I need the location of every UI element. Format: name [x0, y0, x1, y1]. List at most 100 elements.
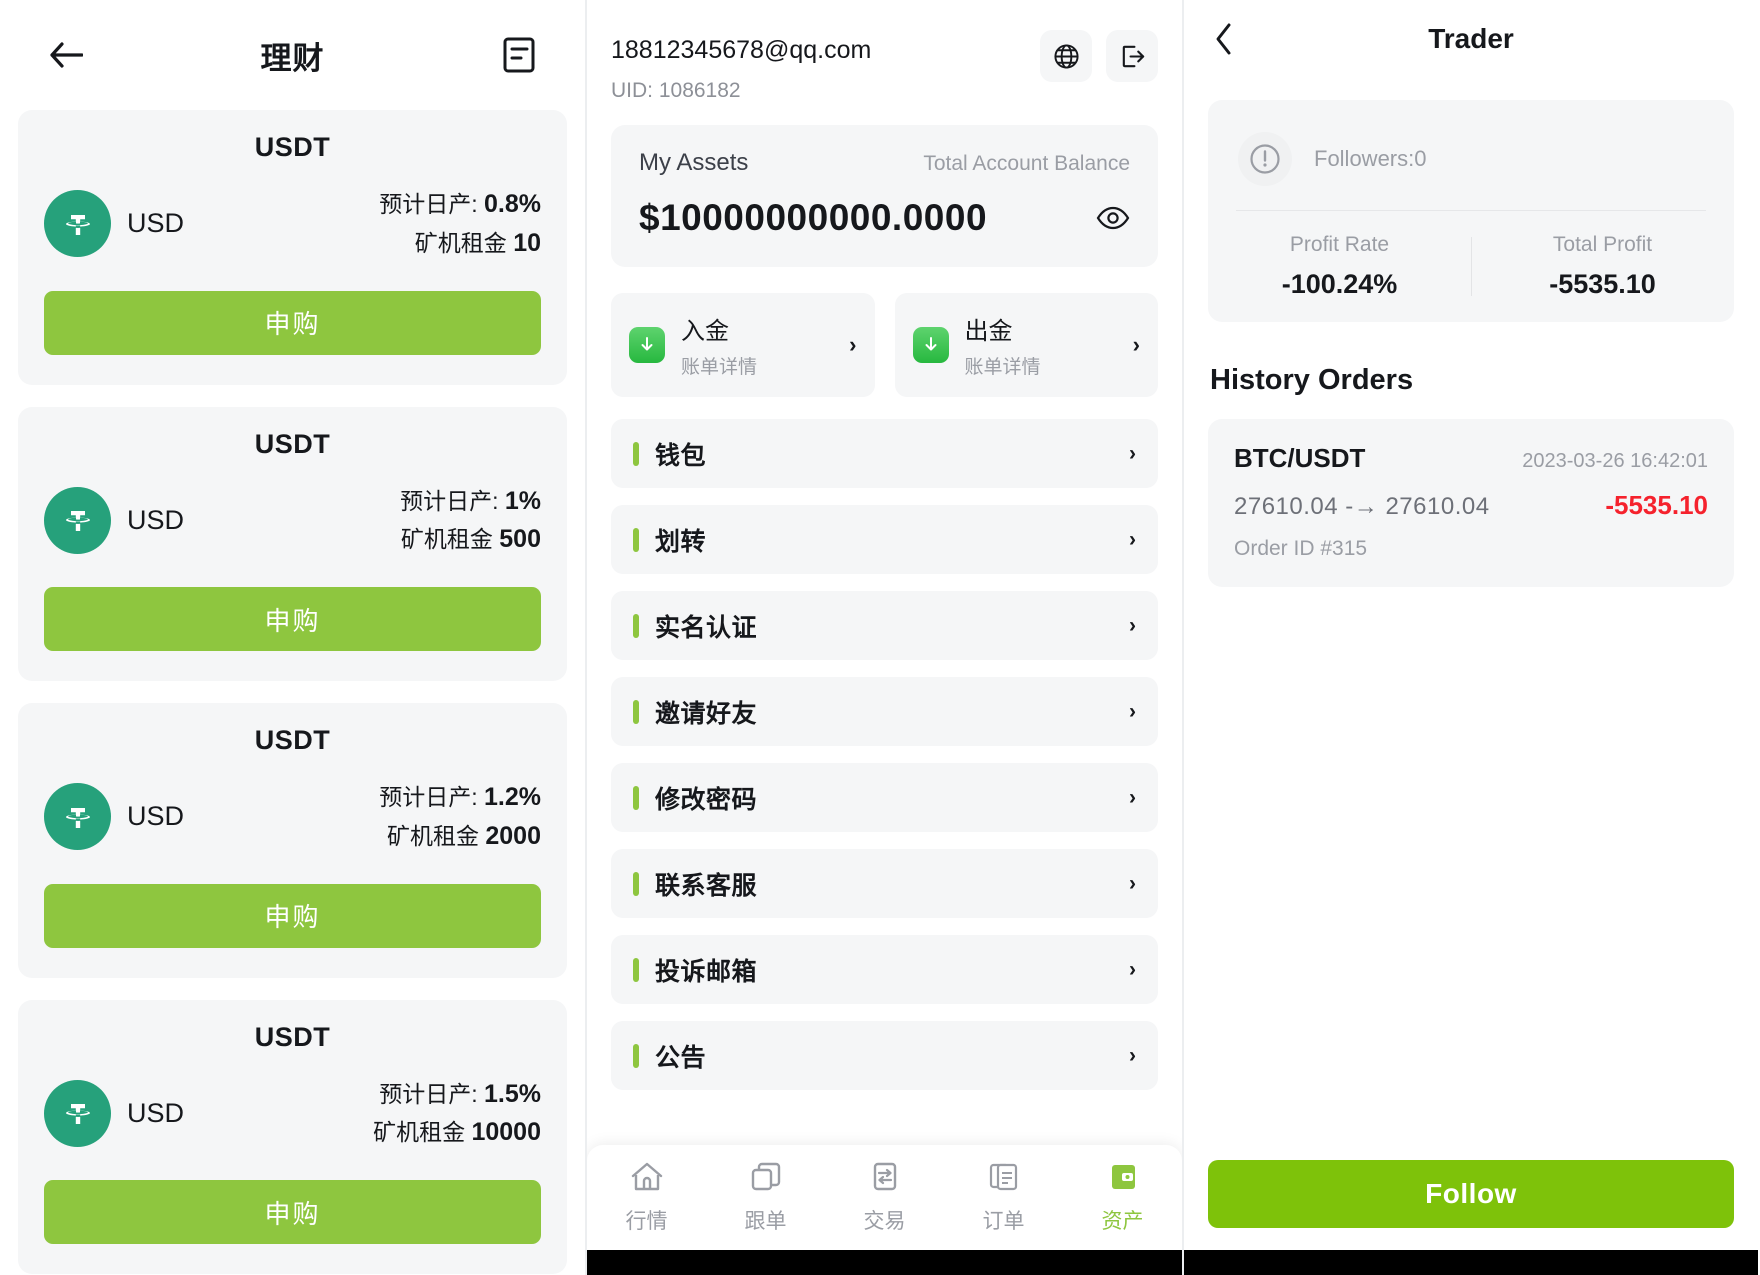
tab-copytrade[interactable]: 跟单 [706, 1161, 825, 1235]
globe-icon[interactable] [1040, 30, 1092, 82]
tether-icon [44, 486, 111, 554]
rent-value: 10000 [471, 1118, 541, 1147]
menu-item-change-password[interactable]: 修改密码 › [611, 763, 1158, 832]
order-time: 2023-03-26 16:42:01 [1522, 450, 1708, 472]
chevron-right-icon: › [1129, 699, 1136, 723]
product-meta: 预计日产: 0.8% 矿机租金 10 [379, 185, 541, 263]
menu-item-complaint-email[interactable]: 投诉邮箱 › [611, 935, 1158, 1004]
coin-symbol: USD [127, 801, 185, 832]
order-close-price: 27610.04 [1385, 493, 1490, 520]
tab-assets[interactable]: 资产 [1063, 1161, 1182, 1235]
menu-item-label: 公告 [655, 1043, 707, 1072]
deposit-card[interactable]: 入金 账单详情 › [611, 293, 875, 397]
my-assets-label: My Assets [639, 149, 749, 176]
stat-label: Total Profit [1552, 233, 1653, 256]
tab-label: 交易 [863, 1209, 906, 1233]
stat-value: -5535.10 [1549, 269, 1656, 299]
stat-profit-rate: Profit Rate -100.24% [1208, 233, 1471, 300]
product-card: USDT USD 预计日产: 1.2% 矿机租金 2000 申购 [18, 703, 567, 978]
chevron-left-icon[interactable] [1214, 19, 1250, 59]
accent-bar [633, 613, 639, 638]
accent-bar [633, 441, 639, 466]
rate-value: 1.5% [484, 1079, 541, 1108]
trader-header: Trader [1184, 0, 1758, 78]
menu-item-label: 划转 [655, 527, 707, 556]
product-title: USDT [254, 725, 331, 755]
coin-symbol: USD [127, 208, 185, 239]
page-title: Trader [1428, 23, 1514, 54]
chevron-right-icon: › [1129, 441, 1136, 465]
tab-orders[interactable]: 订单 [944, 1161, 1063, 1235]
coin-symbol: USD [127, 1097, 185, 1128]
product-meta: 预计日产: 1.2% 矿机租金 2000 [379, 778, 541, 856]
product-title: USDT [254, 1021, 331, 1052]
logout-icon[interactable] [1106, 30, 1158, 82]
rate-label: 预计日产: [400, 487, 499, 514]
record-list-icon[interactable] [499, 34, 539, 76]
followers-count: Followers:0 [1314, 146, 1427, 171]
product-title: USDT [254, 132, 331, 162]
orders-icon [987, 1161, 1021, 1198]
menu-item-label: 邀请好友 [655, 699, 758, 728]
tab-label: 资产 [1101, 1209, 1144, 1233]
history-orders-title: History Orders [1210, 364, 1414, 396]
arrow-left-icon[interactable] [46, 35, 86, 75]
deposit-title: 入金 [681, 318, 729, 345]
subscribe-button[interactable]: 申购 [44, 1180, 541, 1244]
rate-label: 预计日产: [379, 1080, 478, 1107]
rent-value: 2000 [485, 821, 541, 850]
withdraw-card[interactable]: 出金 账单详情 › [894, 293, 1158, 397]
system-bottom-bar [1184, 1250, 1758, 1275]
rent-value: 500 [499, 525, 541, 554]
subscribe-button[interactable]: 申购 [44, 290, 541, 355]
tab-trade[interactable]: 交易 [825, 1161, 944, 1235]
product-card: USDT USD 预计日产: 1% 矿机租金 500 申购 [18, 406, 567, 681]
subscribe-button[interactable]: 申购 [44, 883, 541, 948]
withdraw-sub: 账单详情 [964, 357, 1041, 378]
menu-item-label: 联系客服 [655, 871, 758, 900]
menu-item-invite[interactable]: 邀请好友 › [611, 677, 1158, 746]
balance-amount: $10000000000.0000 [639, 197, 988, 238]
rate-value: 0.8% [484, 190, 541, 218]
menu-item-label: 实名认证 [655, 613, 758, 642]
exclamation-circle-icon [1238, 132, 1292, 186]
trader-detail-screen: Trader Followers:0 Profit Rate -100.24% … [1184, 0, 1758, 1275]
order-pnl: -5535.10 [1605, 490, 1708, 520]
subscribe-button[interactable]: 申购 [44, 587, 541, 651]
arrow-down-in-icon [629, 327, 665, 363]
chevron-right-icon: › [1129, 1043, 1136, 1067]
eye-icon[interactable] [1096, 206, 1130, 230]
tether-icon [44, 190, 111, 258]
chevron-right-icon: › [1132, 332, 1140, 357]
accent-bar [633, 957, 639, 982]
wealth-header: 理财 [0, 0, 585, 110]
menu-item-kyc[interactable]: 实名认证 › [611, 591, 1158, 660]
order-id: Order ID #315 [1234, 537, 1368, 560]
rent-label: 矿机租金 [414, 229, 507, 256]
menu-item-label: 修改密码 [655, 785, 758, 814]
menu-item-support[interactable]: 联系客服 › [611, 849, 1158, 918]
chevron-right-icon: › [1129, 871, 1136, 895]
home-icon [630, 1161, 664, 1198]
menu-item-transfer[interactable]: 划转 › [611, 505, 1158, 574]
bottom-tabbar: 行情 跟单 交易 订单 [587, 1145, 1182, 1250]
order-row[interactable]: BTC/USDT 2023-03-26 16:42:01 27610.04 -→… [1208, 419, 1734, 587]
product-title: USDT [254, 428, 331, 459]
accent-bar [633, 871, 639, 896]
tab-market[interactable]: 行情 [587, 1161, 706, 1235]
tab-label: 跟单 [744, 1209, 787, 1233]
order-pair: BTC/USDT [1234, 443, 1366, 473]
menu-item-announcement[interactable]: 公告 › [611, 1021, 1158, 1090]
rent-label: 矿机租金 [373, 1119, 466, 1146]
menu-item-wallet[interactable]: 钱包 › [611, 419, 1158, 488]
accent-bar [633, 1043, 639, 1068]
chevron-right-icon: › [1129, 957, 1136, 981]
follow-button[interactable]: Follow [1208, 1160, 1734, 1228]
accent-bar [633, 699, 639, 724]
stat-total-profit: Total Profit -5535.10 [1471, 233, 1734, 300]
menu-item-label: 钱包 [655, 441, 707, 470]
arrow-right-icon: -→ [1345, 493, 1379, 520]
stat-label: Profit Rate [1289, 233, 1390, 256]
total-balance-label: Total Account Balance [923, 152, 1130, 175]
